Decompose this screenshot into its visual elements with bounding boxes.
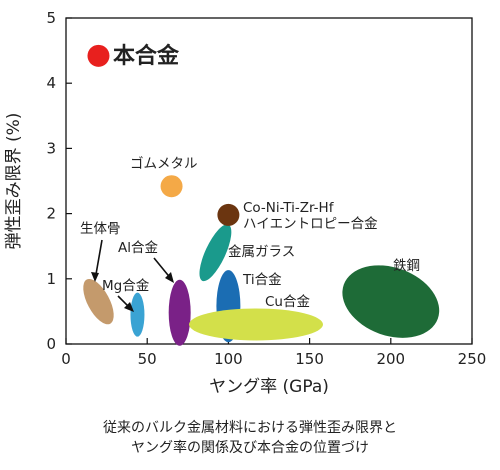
label-this-alloy: 本合金 bbox=[113, 43, 180, 69]
label-al: Al合金 bbox=[118, 240, 158, 256]
label-metallic-glass: 金属ガラス bbox=[228, 244, 295, 260]
label-steel: 鉄鋼 bbox=[393, 258, 420, 274]
label-bone: 生体骨 bbox=[80, 221, 121, 237]
region-1 bbox=[130, 292, 145, 337]
label-hea-line1: Co-Ni-Ti-Zr-Hf bbox=[243, 200, 335, 216]
label-mg: Mg合金 bbox=[102, 278, 150, 294]
point-gum-metal bbox=[160, 175, 183, 198]
x-tick-label: 100 bbox=[214, 350, 243, 368]
x-tick-label: 250 bbox=[458, 350, 487, 368]
x-tick-label: 150 bbox=[295, 350, 324, 368]
label-ti: Ti合金 bbox=[242, 272, 282, 288]
x-tick-label: 200 bbox=[376, 350, 405, 368]
y-axis-title: 弾性歪み限界 (%) bbox=[4, 113, 24, 250]
region-5 bbox=[189, 308, 324, 341]
x-tick-label: 50 bbox=[138, 350, 157, 368]
region-0 bbox=[83, 278, 114, 325]
y-tick-label: 3 bbox=[46, 139, 56, 157]
y-tick-label: 1 bbox=[46, 270, 56, 288]
arrowhead-al bbox=[165, 272, 174, 283]
y-tick-label: 2 bbox=[46, 205, 56, 223]
point-this-alloy bbox=[87, 44, 110, 67]
arrowhead-bone bbox=[91, 272, 99, 282]
arrowhead-mg bbox=[124, 302, 134, 312]
caption-line-2: ヤング率の関係及び本合金の位置づけ bbox=[131, 440, 369, 456]
label-gum-metal: ゴムメタル bbox=[130, 155, 198, 172]
region-3 bbox=[199, 224, 232, 282]
x-axis-title: ヤング率 (GPa) bbox=[209, 377, 329, 397]
y-tick-label: 5 bbox=[46, 9, 56, 27]
y-tick-label: 0 bbox=[46, 335, 56, 353]
label-cu: Cu合金 bbox=[265, 294, 310, 310]
caption-line-1: 従来のバルク金属材料における弾性歪み限界と bbox=[103, 420, 397, 436]
region-6 bbox=[342, 265, 440, 338]
label-hea-line2: ハイエントロピー合金 bbox=[243, 216, 378, 232]
x-tick-label: 0 bbox=[61, 350, 71, 368]
plot-frame bbox=[65, 17, 473, 345]
y-tick-label: 4 bbox=[46, 74, 56, 92]
point-hea bbox=[217, 203, 240, 226]
region-2 bbox=[168, 279, 191, 346]
